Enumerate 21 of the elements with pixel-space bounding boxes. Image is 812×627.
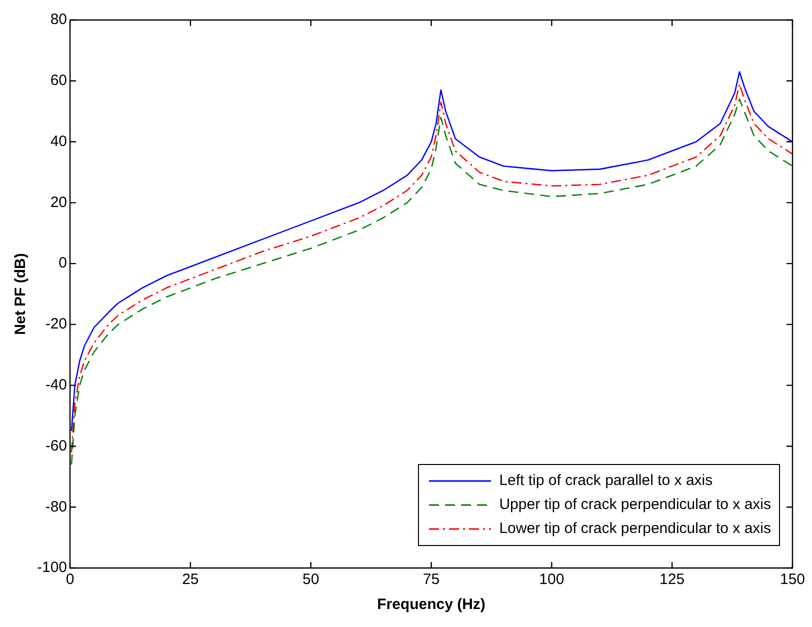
y-tick-label: 40 [50,132,68,150]
y-tick-label: 20 [50,194,68,211]
y-tick-label: -80 [45,498,68,516]
y-tick-label: 80 [50,11,68,28]
y-tick-label: 60 [50,72,68,90]
x-tick-label: 25 [182,571,199,588]
y-tick-label: -60 [45,437,68,454]
x-axis-title: Frequency (Hz) [377,596,486,614]
x-tick-label: 75 [422,571,440,588]
y-axis-title: Net PF (dB) [12,253,30,335]
y-tick-label: -40 [45,376,68,394]
legend-label: Upper tip of crack perpendicular to x axis [499,495,771,515]
legend-label: Lower tip of crack perpendicular to x axis [499,519,771,539]
x-tick-label: 125 [660,571,685,588]
legend-label: Left tip of crack parallel to x axis [499,471,713,491]
x-tick-label: 100 [539,571,564,588]
y-tick-label: 0 [58,254,68,272]
x-tick-label: 50 [302,571,320,588]
y-tick-label: -20 [45,316,68,333]
y-tick-label: -100 [36,559,68,576]
x-tick-label: 150 [780,571,805,588]
